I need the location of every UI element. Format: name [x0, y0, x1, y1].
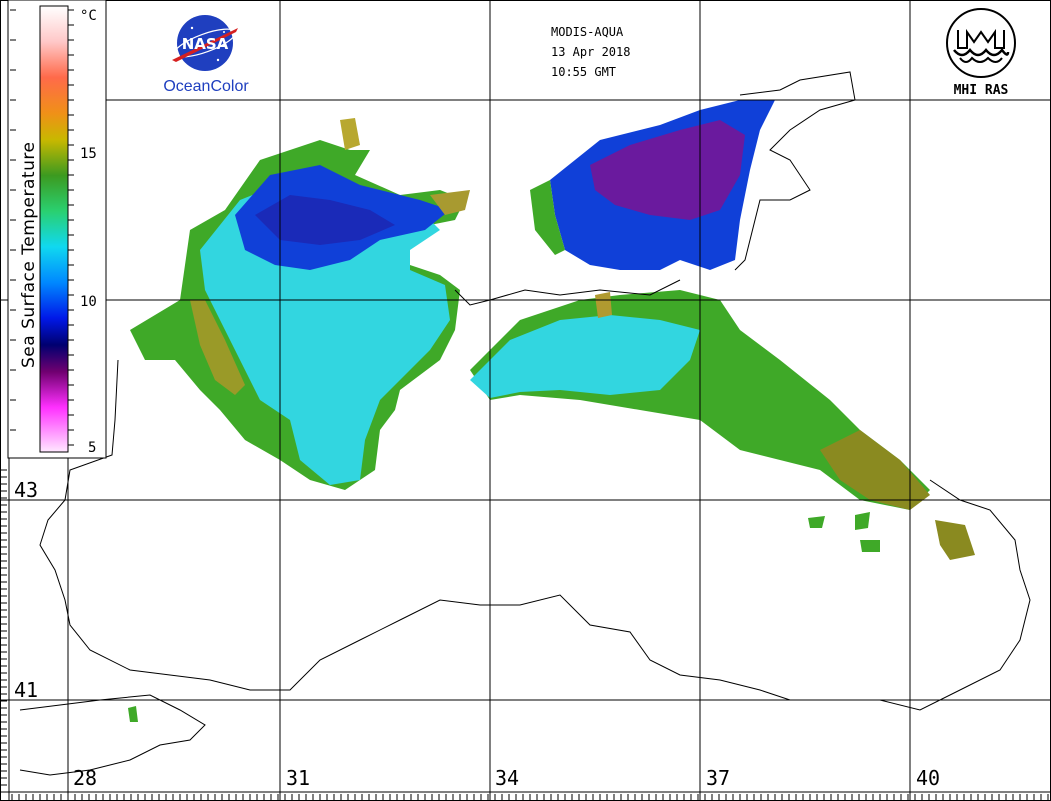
longitude-labels: 28 31 34 37 40 [73, 766, 940, 790]
sst-region-east-warm [820, 430, 930, 510]
colorbar-ramp [39, 5, 69, 453]
lon-label-40: 40 [916, 766, 940, 790]
coastline-crimea-north [454, 279, 681, 306]
sst-data-layer [128, 100, 975, 722]
coastline-black-sea [39, 359, 1031, 711]
sst-region-coastal-warm [190, 300, 245, 395]
colorbar-title: Sea Surface Temperature [19, 142, 39, 368]
date-label: 13 Apr 2018 [551, 45, 630, 59]
sst-region-east-patch-1 [935, 520, 975, 560]
sst-region-azov-purple [590, 120, 745, 220]
sst-region-east-patch-2 [855, 512, 870, 530]
sst-region-east-cyan [470, 315, 700, 398]
sst-region-kerch-warm [595, 292, 612, 318]
colorbar-tick-5: 5 [88, 440, 96, 456]
frame-tick-marks [0, 469, 1049, 801]
sst-region-odessa-warm [340, 118, 360, 150]
coastline-marmara [19, 694, 206, 776]
sst-region-dnieper-warm [430, 190, 470, 215]
sst-region-bosporus [128, 706, 138, 722]
colorbar-ticks [10, 9, 74, 446]
mhi-ras-logo-text: MHI RAS [954, 83, 1009, 98]
mhi-ras-logo: MHI RAS [946, 8, 1016, 98]
sst-region-azov-edge-green [530, 180, 565, 255]
nasa-logo-text: NASA [182, 35, 229, 53]
colorbar: °C 15 10 5 Sea Surface Temperature [7, 0, 107, 459]
coastline-azov [734, 71, 856, 271]
lon-label-37: 37 [706, 766, 730, 790]
coastline-layer [19, 71, 1031, 776]
sst-region-east-patch-3 [808, 516, 825, 528]
colorbar-tick-10: 10 [80, 294, 97, 310]
product-info: MODIS-AQUA 13 Apr 2018 10:55 GMT [551, 25, 630, 79]
lon-label-28: 28 [73, 766, 97, 790]
lon-label-34: 34 [495, 766, 519, 790]
sensor-label: MODIS-AQUA [551, 25, 624, 39]
colorbar-tick-15: 15 [80, 146, 97, 162]
sst-region-east-patch-4 [860, 540, 880, 552]
nasa-logo: NASA OceanColor [163, 15, 249, 95]
sst-region-west-deepblue [255, 195, 395, 245]
oceancolor-logo-text: OceanColor [163, 78, 249, 95]
lat-label-43: 43 [14, 478, 38, 502]
lat-label-41: 41 [14, 678, 38, 702]
latitude-labels: 43 41 [14, 478, 38, 702]
colorbar-unit: °C [80, 8, 97, 24]
time-label: 10:55 GMT [551, 65, 616, 79]
lon-label-31: 31 [286, 766, 310, 790]
